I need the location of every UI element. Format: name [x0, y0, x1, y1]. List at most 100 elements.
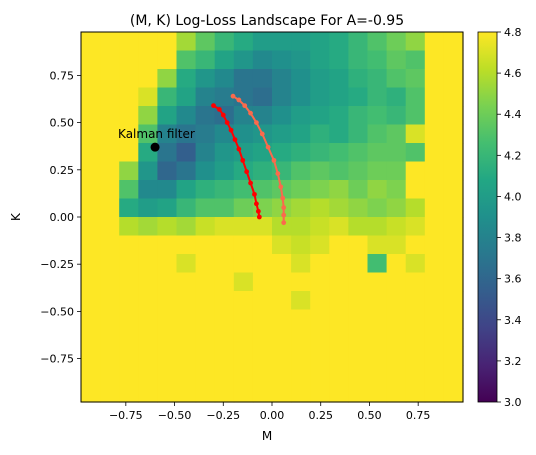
heatmap-cell — [233, 198, 254, 218]
kalman-filter-label: Kalman filter — [118, 127, 195, 141]
heatmap-cell — [310, 124, 330, 144]
x-tick-label: −0.75 — [109, 409, 143, 422]
heatmap-cell — [214, 217, 235, 237]
trajectory-point — [259, 131, 265, 137]
heatmap-cell — [348, 272, 369, 292]
heatmap-cell — [195, 328, 216, 348]
heatmap-cell — [157, 69, 178, 89]
heatmap-cell — [367, 143, 388, 163]
heatmap-cell — [176, 383, 197, 403]
heatmap-cell — [214, 124, 235, 144]
heatmap-cell — [119, 106, 139, 126]
heatmap-cell — [252, 161, 273, 181]
colorbar-tick-label: 3.6 — [504, 273, 522, 286]
heatmap-cell — [252, 346, 273, 366]
kalman-filter-marker-group: Kalman filter — [118, 127, 195, 152]
heatmap-cell — [348, 69, 369, 89]
heatmap-cell — [119, 309, 139, 329]
heatmap-cell — [100, 180, 120, 200]
heatmap-cell — [405, 124, 426, 144]
heatmap-cell — [119, 346, 139, 366]
heatmap-cell — [272, 217, 292, 237]
heatmap-cell — [214, 235, 235, 255]
heatmap-cell — [100, 161, 120, 181]
heatmap-cell — [214, 198, 235, 218]
heatmap-cell — [195, 32, 216, 52]
heatmap-cell — [310, 180, 330, 200]
heatmap-cell — [443, 254, 464, 274]
trajectory-point — [236, 146, 242, 152]
heatmap-cell — [310, 69, 330, 89]
heatmap-cell — [214, 309, 235, 329]
heatmap-cell — [405, 291, 426, 311]
heatmap-cell — [81, 365, 101, 385]
heatmap-cell — [157, 235, 178, 255]
heatmap-cell — [424, 180, 445, 200]
heatmap-cell — [157, 124, 178, 144]
heatmap-cell — [252, 365, 273, 385]
heatmap-cell — [424, 32, 445, 52]
heatmap-cell — [100, 198, 120, 218]
heatmap-cell — [310, 217, 330, 237]
heatmap-cell — [100, 50, 120, 70]
heatmap-cell — [291, 69, 311, 89]
heatmap-cell — [291, 272, 311, 292]
heatmap-cell — [176, 235, 197, 255]
colorbar-tick-label: 4.6 — [504, 67, 522, 80]
heatmap-cell — [138, 161, 158, 181]
heatmap-cell — [310, 365, 330, 385]
trajectory-point — [220, 112, 226, 118]
heatmap-cell — [386, 180, 407, 200]
heatmap-cell — [100, 69, 120, 89]
heatmap-cell — [252, 383, 273, 403]
heatmap-cell — [424, 161, 445, 181]
heatmap-cell — [138, 87, 158, 107]
heatmap-cell — [291, 235, 311, 255]
heatmap-cell — [386, 87, 407, 107]
heatmap-cell — [443, 365, 464, 385]
y-tick-label: −0.50 — [40, 305, 74, 318]
heatmap-cell — [157, 161, 178, 181]
trajectory-point — [281, 220, 287, 226]
heatmap-cell — [272, 161, 292, 181]
heatmap-cell — [81, 254, 101, 274]
trajectory-point — [255, 208, 261, 214]
heatmap-cell — [367, 217, 388, 237]
heatmap-cell — [138, 346, 158, 366]
heatmap-cell — [81, 309, 101, 329]
heatmap-cell — [195, 180, 216, 200]
heatmap-cell — [329, 254, 349, 274]
heatmap-cell — [195, 106, 216, 126]
heatmap-cell — [138, 106, 158, 126]
heatmap-cell — [81, 180, 101, 200]
heatmap-cell — [367, 272, 388, 292]
heatmap-cell — [272, 87, 292, 107]
trajectory-point — [265, 144, 271, 150]
heatmap-cell — [138, 365, 158, 385]
trajectory-point — [248, 110, 253, 116]
colorbar-tick-label: 3.2 — [504, 355, 522, 368]
colorbar-frame — [477, 31, 498, 403]
heatmap-cell — [405, 180, 426, 200]
heatmap-cell — [310, 272, 330, 292]
heatmap-cell — [81, 235, 101, 255]
heatmap-cell — [310, 346, 330, 366]
trajectory-point — [211, 103, 216, 109]
heatmap-cell — [195, 309, 216, 329]
heatmap-cell — [233, 254, 254, 274]
heatmap-cell — [291, 87, 311, 107]
heatmap-cell — [195, 198, 216, 218]
colorbar-tick-label: 3.4 — [504, 314, 522, 327]
heatmap-cell — [405, 346, 426, 366]
heatmap-cell — [214, 32, 235, 52]
heatmap-cell — [310, 106, 330, 126]
heatmap-cell — [157, 32, 178, 52]
heatmap-cell — [252, 254, 273, 274]
heatmap-cell — [176, 346, 197, 366]
heatmap-cell — [214, 50, 235, 70]
heatmap-cell — [386, 328, 407, 348]
heatmap-cell — [176, 328, 197, 348]
colorbar-tick-label: 3.0 — [504, 396, 522, 409]
heatmap-cell — [424, 69, 445, 89]
heatmap-cell — [214, 161, 235, 181]
